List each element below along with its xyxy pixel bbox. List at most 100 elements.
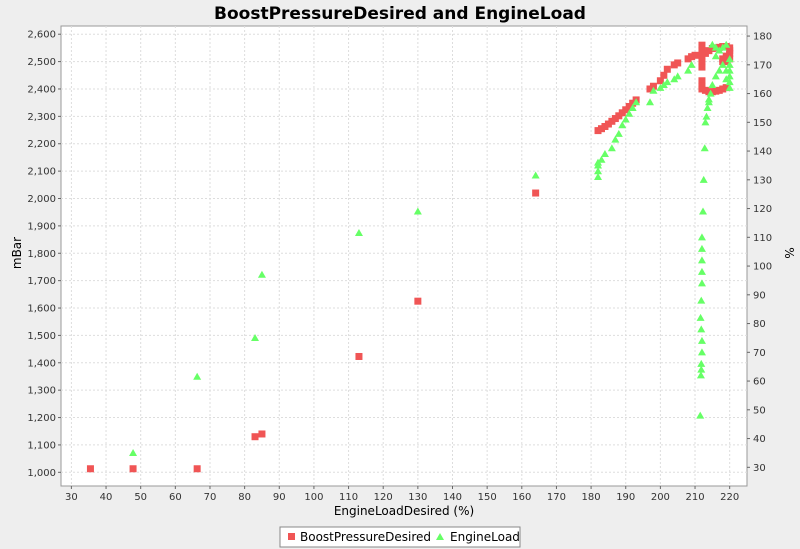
engine-load-point [715, 66, 724, 74]
right-y-tick-label: 100 [753, 262, 772, 273]
x-tick-label: 140 [443, 492, 462, 503]
right-y-tick-label: 70 [753, 348, 766, 359]
engine-load-point [600, 149, 609, 157]
engine-load-point [699, 175, 708, 183]
boost-pressure-point [663, 65, 671, 73]
engine-load-point [725, 72, 734, 80]
engine-load-point [628, 103, 637, 111]
engine-load-point [697, 365, 706, 373]
engine-load-point [129, 448, 138, 456]
engine-load-point [725, 66, 734, 74]
engine-load-point [625, 109, 634, 117]
right-y-tick-label: 90 [753, 290, 766, 301]
engine-load-point [621, 115, 630, 123]
engine-load-point [687, 60, 696, 68]
engine-load-point [702, 112, 711, 120]
engine-load-point [697, 267, 706, 275]
x-tick-label: 110 [339, 492, 358, 503]
boost-pressure-point [193, 465, 201, 473]
left-y-tick-label: 1,000 [27, 468, 56, 479]
x-tick-label: 80 [238, 492, 251, 503]
left-y-tick-label: 1,100 [27, 440, 56, 451]
left-y-tick-label: 2,600 [27, 30, 56, 41]
engine-load-point [413, 207, 422, 215]
legend-entry-boost: BoostPressureDesired [300, 530, 431, 544]
engine-load-point [697, 256, 706, 264]
series-layer [86, 40, 734, 473]
engine-load-point [711, 52, 720, 60]
boost-pressure-point [86, 465, 94, 473]
engine-load-point [696, 411, 705, 419]
engine-load-point [718, 60, 727, 68]
engine-load-point [698, 207, 707, 215]
right-y-tick-label: 130 [753, 175, 772, 186]
right-y-axis-ticks: 30 40 50 60 70 80 90 100 110 120 130 140 150 160 170 18… [747, 32, 772, 474]
boost-pressure-point [355, 352, 363, 360]
left-y-tick-label: 2,300 [27, 112, 56, 123]
left-y-tick-label: 2,400 [27, 84, 56, 95]
boost-pressure-point [698, 58, 706, 66]
boost-pressure-point [656, 77, 664, 85]
right-y-tick-label: 40 [753, 434, 766, 445]
legend-triangle-marker [436, 533, 444, 540]
legend-entry-engineload: EngineLoad [450, 530, 520, 544]
engine-load-point [663, 78, 672, 86]
left-y-tick-label: 1,200 [27, 413, 56, 424]
left-y-tick-label: 1,900 [27, 221, 56, 232]
right-y-tick-label: 30 [753, 463, 766, 474]
engine-load-point [531, 171, 540, 179]
engine-load-point [684, 66, 693, 74]
engine-load-point [697, 233, 706, 241]
engine-load-point [594, 172, 603, 180]
engine-load-point [696, 371, 705, 379]
boost-pressure-point [698, 63, 706, 71]
x-tick-label: 30 [65, 492, 78, 503]
engine-load-point [645, 98, 654, 106]
engine-load-point [614, 129, 623, 137]
boost-pressure-point [649, 82, 657, 90]
boost-pressure-point [722, 84, 730, 92]
left-y-tick-label: 1,700 [27, 276, 56, 287]
right-y-tick-label: 120 [753, 204, 772, 215]
engine-load-point [594, 167, 603, 175]
engine-load-point [706, 89, 715, 97]
left-y-axis-label: mBar [10, 237, 24, 269]
x-tick-label: 220 [720, 492, 739, 503]
chart-title: BoostPressureDesired and EngineLoad [214, 4, 586, 24]
right-y-tick-label: 110 [753, 233, 772, 244]
engine-load-point [722, 75, 731, 83]
boost-pressure-point [414, 297, 422, 305]
engine-load-point [697, 279, 706, 287]
left-y-tick-label: 1,500 [27, 331, 56, 342]
left-y-tick-label: 1,600 [27, 304, 56, 315]
boost-pressure-point [698, 77, 706, 85]
x-tick-label: 160 [512, 492, 531, 503]
x-tick-label: 210 [685, 492, 704, 503]
engine-load-point [697, 244, 706, 252]
left-y-axis-ticks: 1,000 1,100 1,200 1,300 1,400 1,500 1,600 1,700… [27, 30, 61, 479]
engine-load-point [703, 103, 712, 111]
engine-load-point [697, 348, 706, 356]
engine-load-point [251, 333, 260, 341]
x-gridlines [70, 26, 731, 486]
engine-load-point [607, 144, 616, 152]
right-y-tick-label: 140 [753, 147, 772, 158]
engine-load-point [704, 95, 713, 103]
boost-pressure-point [660, 71, 668, 79]
left-y-tick-label: 2,000 [27, 194, 56, 205]
x-tick-label: 170 [547, 492, 566, 503]
engine-load-point [632, 98, 641, 106]
left-y-tick-label: 1,300 [27, 386, 56, 397]
boost-pressure-point [698, 41, 706, 49]
right-y-tick-label: 180 [753, 32, 772, 43]
boost-pressure-point [258, 430, 266, 438]
engine-load-point [257, 270, 266, 278]
left-y-tick-label: 2,500 [27, 57, 56, 68]
engine-load-point [725, 55, 734, 63]
engine-load-point [711, 43, 720, 51]
x-axis-label: EngineLoadDesired (%) [334, 504, 474, 518]
right-y-tick-label: 150 [753, 118, 772, 129]
boost-pressure-point [532, 189, 540, 197]
right-y-tick-label: 160 [753, 89, 772, 100]
